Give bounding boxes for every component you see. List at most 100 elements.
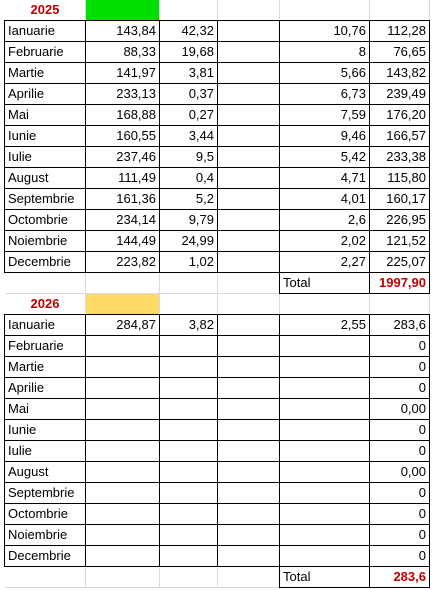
empty-cell: [86, 567, 160, 588]
empty-cell: [218, 567, 280, 588]
value-cell: 160,55: [85, 125, 160, 147]
year-label: 2025: [5, 0, 86, 21]
value-cell: 6,73: [279, 83, 370, 105]
value-cell: 5,66: [279, 62, 370, 84]
value-cell: 2,02: [279, 230, 370, 252]
empty-cell: [280, 0, 370, 21]
empty-cell: [370, 0, 430, 21]
month-cell: Februarie: [4, 335, 86, 357]
value-cell: [217, 125, 280, 147]
value-cell: 226,95: [369, 209, 430, 231]
value-cell: [85, 419, 160, 441]
value-cell: [279, 545, 370, 567]
value-cell: 233,13: [85, 83, 160, 105]
month-cell: Decembrie: [4, 251, 86, 273]
value-cell: [159, 482, 218, 504]
month-cell: Mai: [4, 104, 86, 126]
value-cell: 283,6: [369, 314, 430, 336]
value-cell: 143,84: [85, 20, 160, 42]
value-cell: [159, 419, 218, 441]
value-cell: 42,32: [159, 20, 218, 42]
value-cell: 4,01: [279, 188, 370, 210]
value-cell: 225,07: [369, 251, 430, 273]
empty-cell: [160, 567, 218, 588]
value-cell: [279, 482, 370, 504]
value-cell: [279, 524, 370, 546]
value-cell: 0,00: [369, 461, 430, 483]
empty-cell: [370, 294, 430, 315]
value-cell: [85, 335, 160, 357]
value-cell: 115,80: [369, 167, 430, 189]
empty-cell: [218, 0, 280, 21]
value-cell: [159, 335, 218, 357]
month-cell: Iulie: [4, 440, 86, 462]
empty-cell: [218, 273, 280, 294]
value-cell: [217, 482, 280, 504]
value-cell: [159, 503, 218, 525]
value-cell: [217, 440, 280, 462]
value-cell: 143,82: [369, 62, 430, 84]
empty-cell: [218, 294, 280, 315]
value-cell: 3,81: [159, 62, 218, 84]
value-cell: 0: [369, 524, 430, 546]
value-cell: 176,20: [369, 104, 430, 126]
month-cell: Noiembrie: [4, 230, 86, 252]
value-cell: [217, 20, 280, 42]
value-cell: [279, 461, 370, 483]
value-cell: 0: [369, 377, 430, 399]
value-cell: [217, 188, 280, 210]
month-cell: Iulie: [4, 146, 86, 168]
value-cell: [217, 461, 280, 483]
value-cell: 166,57: [369, 125, 430, 147]
value-cell: 0,4: [159, 167, 218, 189]
value-cell: [159, 356, 218, 378]
value-cell: [85, 377, 160, 399]
value-cell: 5,2: [159, 188, 218, 210]
value-cell: [217, 545, 280, 567]
value-cell: 9,5: [159, 146, 218, 168]
month-cell: Iunie: [4, 125, 86, 147]
value-cell: 2,27: [279, 251, 370, 273]
value-cell: [217, 167, 280, 189]
total-value: 283,6: [369, 566, 430, 588]
value-cell: 111,49: [85, 167, 160, 189]
value-cell: [279, 419, 370, 441]
value-cell: [279, 503, 370, 525]
month-cell: Decembrie: [4, 545, 86, 567]
value-cell: 8: [279, 41, 370, 63]
value-cell: [85, 545, 160, 567]
value-cell: 24,99: [159, 230, 218, 252]
year-color-cell: [86, 0, 160, 21]
month-cell: Octombrie: [4, 503, 86, 525]
value-cell: 284,87: [85, 314, 160, 336]
month-cell: August: [4, 167, 86, 189]
value-cell: 76,65: [369, 41, 430, 63]
month-cell: Septembrie: [4, 188, 86, 210]
value-cell: [217, 62, 280, 84]
value-cell: 234,14: [85, 209, 160, 231]
value-cell: 121,52: [369, 230, 430, 252]
month-cell: Martie: [4, 356, 86, 378]
empty-cell: [5, 567, 86, 588]
value-cell: 112,28: [369, 20, 430, 42]
month-cell: Aprilie: [4, 377, 86, 399]
value-cell: [217, 41, 280, 63]
value-cell: [217, 230, 280, 252]
value-cell: 141,97: [85, 62, 160, 84]
value-cell: 5,42: [279, 146, 370, 168]
year-label: 2026: [5, 294, 86, 315]
value-cell: [217, 356, 280, 378]
value-cell: [217, 377, 280, 399]
year-color-cell: [86, 294, 160, 315]
value-cell: 88,33: [85, 41, 160, 63]
value-cell: [85, 482, 160, 504]
month-cell: Ianuarie: [4, 20, 86, 42]
value-cell: 160,17: [369, 188, 430, 210]
value-cell: [279, 356, 370, 378]
value-cell: 0: [369, 482, 430, 504]
empty-cell: [160, 273, 218, 294]
value-cell: [85, 461, 160, 483]
value-cell: 9,79: [159, 209, 218, 231]
month-cell: Noiembrie: [4, 524, 86, 546]
month-cell: Martie: [4, 62, 86, 84]
